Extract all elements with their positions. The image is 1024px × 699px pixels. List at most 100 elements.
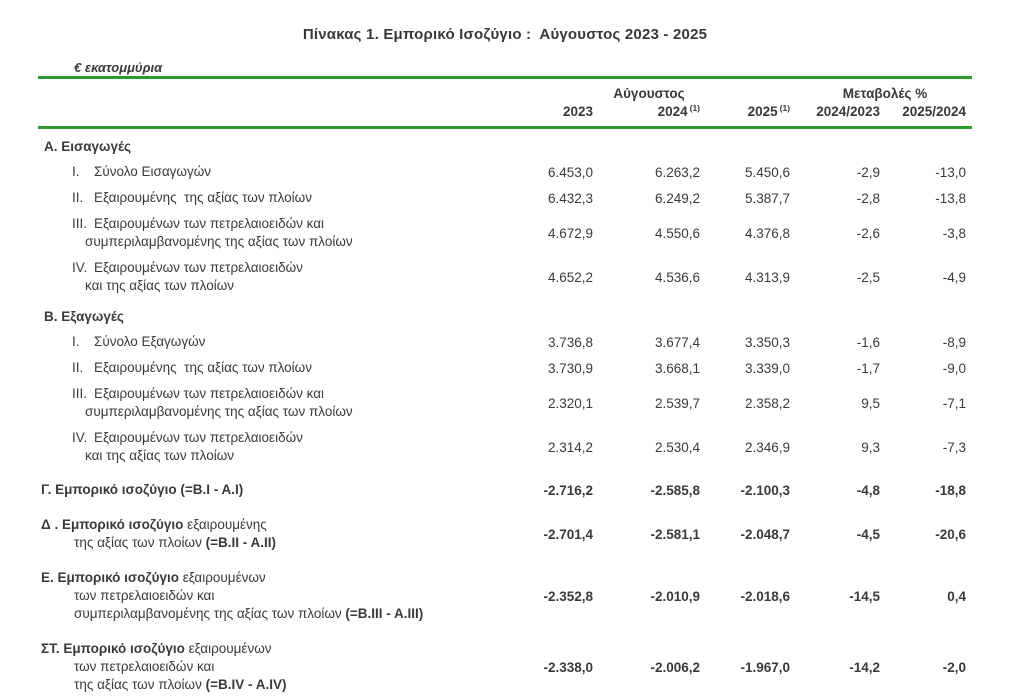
- value-cell: 9,5: [861, 395, 881, 411]
- value-cell: 5.450,6: [744, 164, 791, 180]
- value-cell: -7,3: [942, 439, 967, 455]
- value-cell: [798, 128, 880, 160]
- value-cell: 3.668,1: [654, 360, 700, 376]
- row-label-line: συμπεριλαμβανομένης της αξίας των πλοίων…: [39, 605, 499, 623]
- column-group-changes: Μεταβολές %: [842, 86, 928, 101]
- row-label-line: και της αξίας των πλοίων: [39, 277, 499, 295]
- row-label: Β. Εξαγωγές: [38, 299, 500, 329]
- value-cell: [500, 128, 602, 160]
- value-cell: -1.967,0: [740, 659, 791, 675]
- value-cell: -2.006,2: [650, 659, 700, 675]
- row-label-line: των πετρελαιοειδών και: [39, 587, 499, 605]
- table-row: I. Σύνολο Εξαγωγών 3.736,8 3.677,4 3.350,3 -1…: [38, 329, 972, 355]
- value-cell: -14,5: [849, 588, 881, 604]
- row-label-line: Β. Εξαγωγές: [39, 308, 499, 326]
- year-column-header: 2023: [562, 104, 593, 119]
- value-cell: 2.530,4: [654, 439, 700, 455]
- row-label: IV. Εξαιρουμένων των πετρελαιοειδών και τη…: [38, 425, 500, 469]
- value-cell: 3.736,8: [547, 334, 593, 350]
- value-cell: -2,8: [856, 190, 881, 206]
- table-row: Δ . Εμπορικό ισοζύγιο εξαιρουμένης της αξ…: [38, 504, 972, 557]
- row-label-line: III. Εξαιρουμένων των πετρελαιοειδών και: [39, 385, 499, 403]
- value-cell: -1,6: [856, 334, 881, 350]
- row-label-line: και της αξίας των πλοίων: [39, 447, 499, 465]
- row-numeral: III.: [72, 386, 88, 401]
- row-label-line: συμπεριλαμβανομένης της αξίας των πλοίων: [39, 233, 499, 251]
- value-cell: 3.350,3: [744, 334, 791, 350]
- value-cell: -2.585,8: [650, 482, 700, 498]
- label-text: συμπεριλαμβανομένης της αξίας των πλοίων: [74, 606, 346, 621]
- trade-balance-table: Αύγουστος Μεταβολές % 2023 2024 (1) 2025 (1)…: [38, 76, 973, 699]
- value-cell: -13,0: [935, 164, 967, 180]
- row-label: Δ . Εμπορικό ισοζύγιο εξαιρουμένης της αξ…: [38, 504, 500, 557]
- row-label: Ε. Εμπορικό ισοζύγιο εξαιρουμένων των πετ…: [38, 557, 500, 628]
- label-text: της αξίας των πλοίων: [74, 535, 206, 550]
- table-row: III. Εξαιρουμένων των πετρελαιοειδών και σ…: [38, 381, 972, 425]
- label-text: της αξίας των πλοίων: [74, 677, 206, 692]
- value-cell: -4,8: [856, 482, 881, 498]
- value-cell: [880, 128, 972, 160]
- value-cell: 6.432,3: [547, 190, 593, 206]
- table-row: I. Σύνολο Εισαγωγών 6.453,0 6.263,2 5.450,6 -…: [38, 159, 972, 185]
- value-cell: 4.550,6: [654, 225, 700, 241]
- table-row: III. Εξαιρουμένων των πετρελαιοειδών και σ…: [38, 211, 972, 255]
- label-text: Εξαιρουμένης της αξίας των πλοίων: [94, 360, 312, 375]
- label-text: Εξαιρουμένων των πετρελαιοειδών και: [94, 386, 325, 401]
- row-label: III. Εξαιρουμένων των πετρελαιοειδών και σ…: [38, 381, 500, 425]
- row-label-line: I. Σύνολο Εξαγωγών: [39, 333, 499, 351]
- value-cell: -2.581,1: [650, 526, 700, 542]
- value-cell: -20,6: [935, 526, 967, 542]
- row-label-line: της αξίας των πλοίων (=B.IV - A.IV): [39, 676, 499, 694]
- value-cell: -4,9: [942, 269, 967, 285]
- value-cell: 2.358,2: [744, 395, 791, 411]
- value-cell: 3.339,0: [744, 360, 791, 376]
- value-cell: -2.701,4: [543, 526, 593, 542]
- table-body: Α. Εισαγωγές I. Σύνολο Εισαγωγών 6.453,0 6.2…: [38, 128, 972, 699]
- value-cell: -2,9: [856, 164, 881, 180]
- value-cell: -8,9: [942, 334, 967, 350]
- label-text: Β. Εξαγωγές: [44, 309, 124, 324]
- value-cell: 2.346,9: [744, 439, 791, 455]
- label-text: εξαιρουμένων: [188, 641, 272, 656]
- value-cell: -2.010,9: [650, 588, 700, 604]
- row-label: II. Εξαιρουμένης της αξίας των πλοίων: [38, 185, 500, 211]
- label-text: και της αξίας των πλοίων: [85, 448, 234, 463]
- year-column-header: 2024 (1): [657, 102, 700, 119]
- row-label: Γ. Εμπορικό ισοζύγιο (=B.I - A.I): [38, 469, 500, 504]
- row-label-line: της αξίας των πλοίων (=B.II - A.II): [39, 534, 499, 552]
- label-text: (=B.II - A.II): [205, 535, 276, 550]
- value-cell: 2.320,1: [547, 395, 593, 411]
- value-cell: -3,8: [942, 225, 967, 241]
- value-cell: -2.338,0: [543, 659, 593, 675]
- label-text: Εξαιρουμένων των πετρελαιοειδών: [94, 260, 303, 275]
- row-label: II. Εξαιρουμένης της αξίας των πλοίων: [38, 355, 500, 381]
- value-cell: [798, 299, 880, 329]
- table-header: Αύγουστος Μεταβολές % 2023 2024 (1) 2025 (1)…: [38, 78, 973, 128]
- value-cell: 6.249,2: [654, 190, 700, 206]
- value-cell: -2,5: [856, 269, 881, 285]
- label-text: εξαιρουμένων: [182, 570, 266, 585]
- row-label-line: συμπεριλαμβανομένης της αξίας των πλοίων: [39, 403, 499, 421]
- value-cell: [602, 128, 708, 160]
- year-header-row: 2023 2024 (1) 2025 (1) 2024/2023 2025/2024: [38, 101, 972, 128]
- table-row: II. Εξαιρουμένης της αξίας των πλοίων 3.73…: [38, 355, 972, 381]
- label-text: (=B.III - A.III): [345, 606, 424, 621]
- value-cell: [880, 299, 972, 329]
- label-column-header: [38, 101, 500, 128]
- label-text: των πετρελαιοειδών και: [74, 588, 215, 603]
- table-row: Α. Εισαγωγές: [38, 128, 972, 160]
- row-label: ΣΤ. Εμπορικό ισοζύγιο εξαιρουμένων των πε…: [38, 628, 500, 699]
- row-label-line: των πετρελαιοειδών και: [39, 658, 499, 676]
- table-row: Γ. Εμπορικό ισοζύγιο (=B.I - A.I) -2.716,…: [38, 469, 972, 504]
- row-label-line: Δ . Εμπορικό ισοζύγιο εξαιρουμένης: [39, 516, 499, 534]
- table-row: Β. Εξαγωγές: [38, 299, 972, 329]
- value-cell: 2.539,7: [654, 395, 700, 411]
- label-text: Εξαιρουμένων των πετρελαιοειδών και: [94, 216, 325, 231]
- label-text: εξαιρουμένης: [187, 517, 267, 532]
- table-row: II. Εξαιρουμένης της αξίας των πλοίων 6.43…: [38, 185, 972, 211]
- value-cell: -1,7: [856, 360, 881, 376]
- label-text: ΣΤ. Εμπορικό ισοζύγιο: [41, 641, 189, 656]
- value-cell: -2.352,8: [543, 588, 593, 604]
- year-column-header: 2025 (1): [747, 102, 791, 119]
- column-group-row: Αύγουστος Μεταβολές %: [38, 78, 972, 101]
